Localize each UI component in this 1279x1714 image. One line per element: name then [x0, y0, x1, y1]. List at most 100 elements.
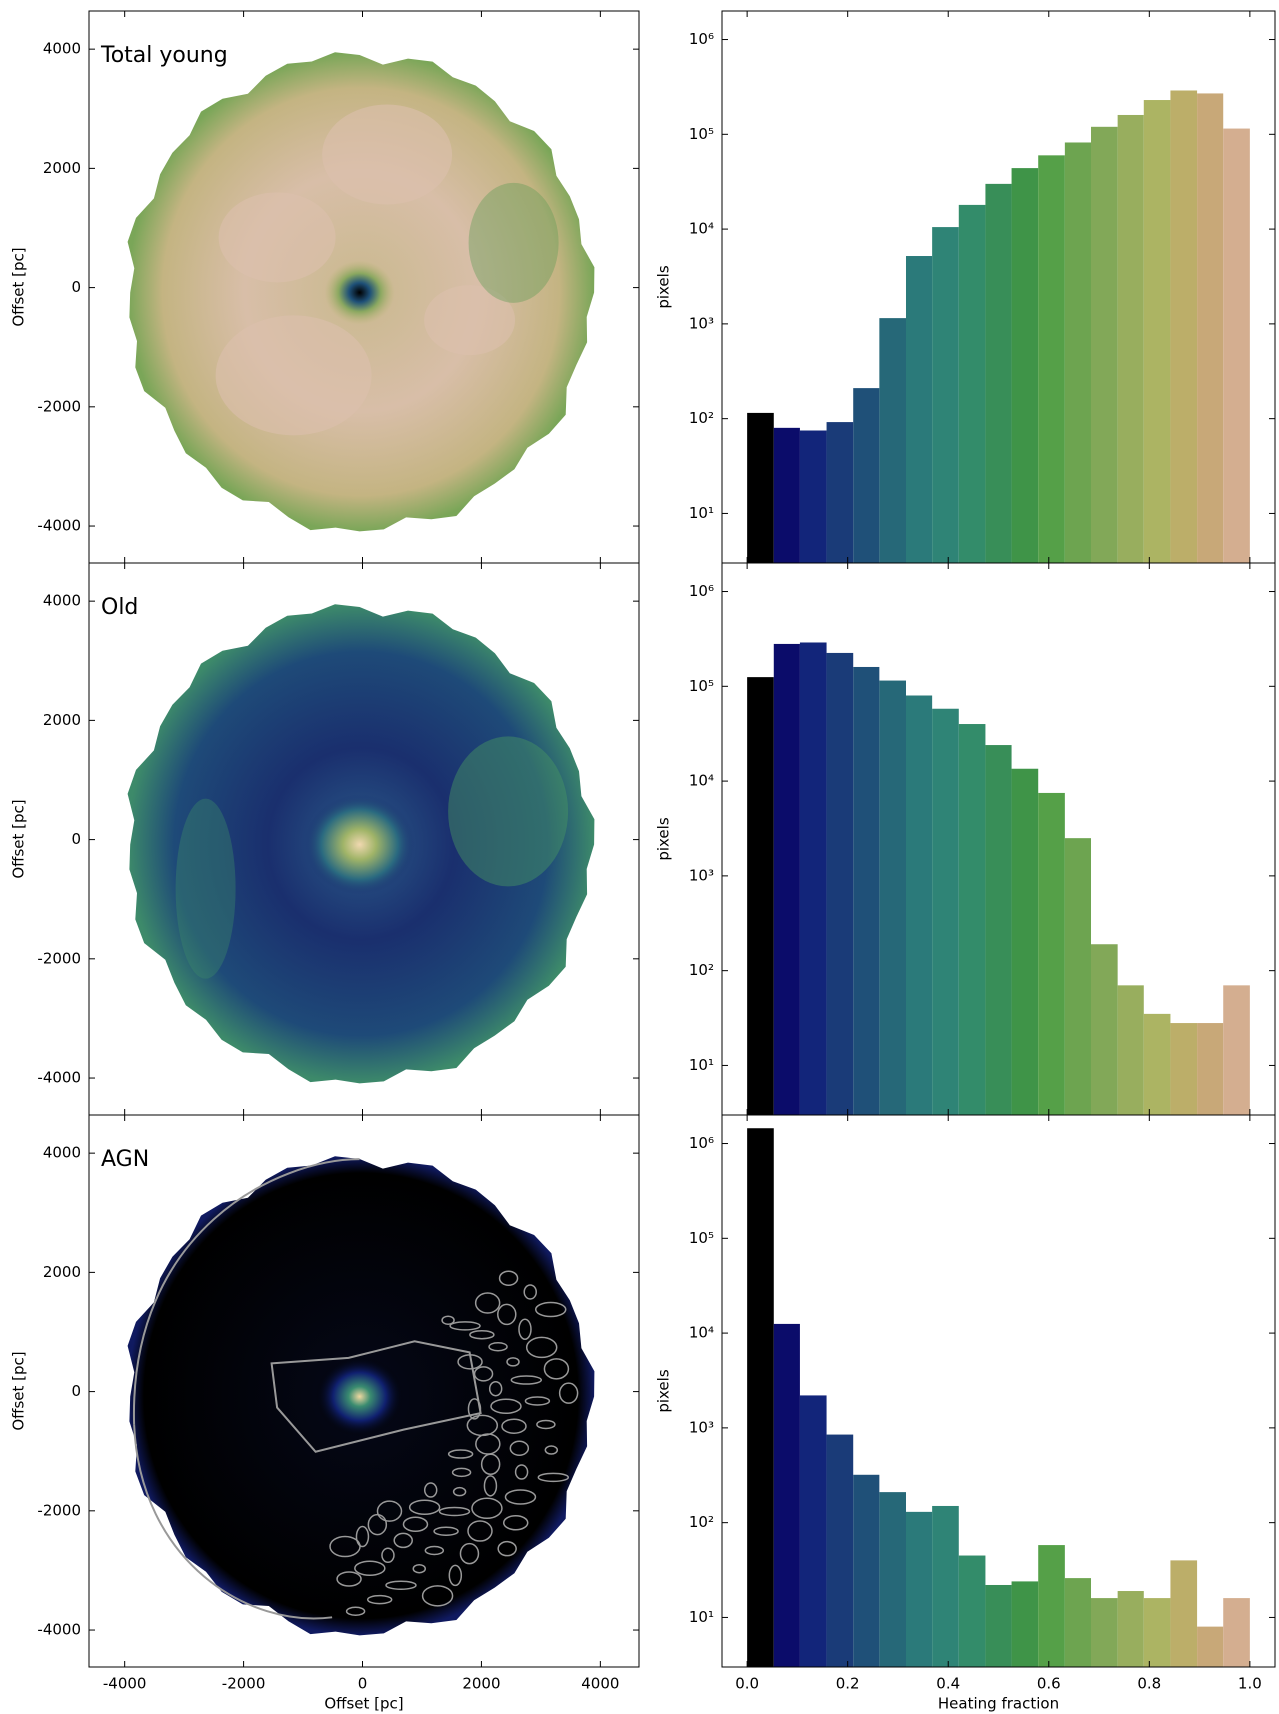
x-tick-label: 0.8 [1137, 1675, 1161, 1693]
x-tick-label: 0.6 [1037, 1675, 1061, 1693]
contour [467, 1520, 493, 1542]
y-tick-label: 2000 [43, 711, 81, 729]
bar [1091, 126, 1118, 564]
y-tick-label: 10⁵ [689, 125, 714, 143]
bar [1197, 1626, 1224, 1667]
contour [474, 1292, 501, 1314]
bar [905, 256, 933, 563]
contour [408, 1499, 441, 1516]
contour [497, 1540, 517, 1557]
bar [985, 1584, 1012, 1667]
panel-title: AGN [101, 1147, 149, 1172]
contour [424, 1545, 445, 1556]
map-nucleus [304, 794, 415, 895]
y-tick-label: 0 [71, 1382, 81, 1400]
bar [1223, 985, 1250, 1115]
contour [497, 1303, 517, 1326]
bar [853, 1474, 880, 1667]
bar [879, 680, 906, 1115]
y-tick-label: 10⁶ [689, 30, 714, 48]
bar [1038, 155, 1065, 563]
y-tick-label: 10⁴ [689, 772, 714, 790]
y-tick-label: 4000 [43, 1144, 81, 1162]
y-tick-label: 10³ [689, 866, 714, 884]
contour [336, 1571, 362, 1587]
bar [853, 666, 880, 1115]
bar [799, 1395, 827, 1667]
bar [773, 427, 800, 563]
contour [354, 1560, 386, 1577]
map-structure [218, 192, 336, 283]
panel-title: Old [101, 595, 138, 620]
contour [501, 1418, 527, 1434]
contour [345, 1606, 366, 1617]
bar [1091, 944, 1118, 1115]
map-structure [322, 104, 453, 205]
map-structure [175, 798, 236, 979]
contour [534, 1301, 567, 1318]
bar [985, 745, 1012, 1115]
map-nucleus [324, 260, 395, 325]
y-tick-label: 10⁴ [689, 1324, 714, 1342]
contour [525, 1336, 558, 1359]
contour [544, 1445, 559, 1455]
y-tick-label: -4000 [37, 1069, 81, 1087]
bar [958, 724, 986, 1115]
contour [459, 1542, 480, 1565]
y-tick-label: -4000 [37, 1621, 81, 1639]
contour [467, 1398, 482, 1420]
contour [366, 1594, 393, 1605]
bar [826, 1434, 854, 1667]
map-structure [424, 285, 516, 356]
axes-frame [88, 1114, 640, 1668]
y-tick-label: 10⁴ [689, 220, 714, 238]
bar [799, 642, 827, 1115]
y-tick-label: -2000 [37, 949, 81, 967]
bar [1143, 100, 1171, 564]
contour [376, 1500, 403, 1522]
bar [1117, 1591, 1144, 1667]
contour [490, 1398, 522, 1414]
bar [985, 183, 1012, 564]
bar [1011, 768, 1039, 1115]
bar [826, 422, 854, 563]
bar [1170, 90, 1198, 563]
contour [510, 1375, 543, 1385]
contour [498, 1270, 519, 1286]
contour [447, 1449, 474, 1459]
map-structure [215, 315, 372, 436]
y-tick-label: 2000 [43, 159, 81, 177]
contour [504, 1489, 537, 1505]
axes-frame [721, 1114, 1276, 1668]
contour [483, 1475, 498, 1497]
contour [133, 1424, 333, 1620]
x-tick-label: 0.2 [836, 1675, 860, 1693]
y-tick-label: 10¹ [689, 1608, 714, 1626]
y-tick-label: 0 [71, 278, 81, 296]
contour [524, 1396, 551, 1406]
bar [1011, 1581, 1039, 1667]
bar [932, 708, 959, 1115]
bar [1197, 1023, 1224, 1115]
y-tick-label: 10³ [689, 314, 714, 332]
bar [747, 412, 774, 563]
bar [1223, 1598, 1250, 1667]
x-tick-label: 0.4 [936, 1675, 960, 1693]
contour [412, 1563, 427, 1574]
y-tick-label: 2000 [43, 1263, 81, 1281]
contour [423, 1482, 438, 1498]
contour [536, 1419, 556, 1430]
panel-title: Total young [100, 43, 228, 68]
contour [480, 1453, 501, 1475]
x-axis-label: Heating fraction [938, 1695, 1059, 1713]
bar [1197, 93, 1224, 563]
bar [932, 227, 959, 563]
map-structure [448, 736, 569, 887]
contour [393, 1532, 413, 1549]
y-tick-label: 10¹ [689, 504, 714, 522]
contour [488, 1380, 503, 1397]
y-tick-label: 10⁵ [689, 677, 714, 695]
bar [932, 1505, 959, 1667]
contour [523, 1284, 537, 1300]
